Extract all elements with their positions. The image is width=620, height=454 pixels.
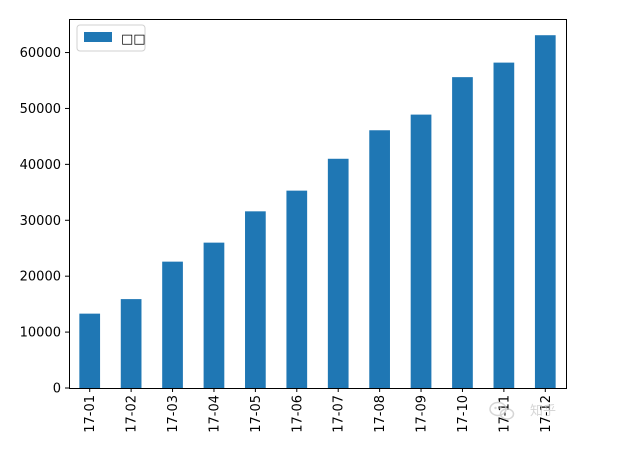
- axes-frame: [69, 19, 567, 389]
- wechat-icon: [489, 401, 515, 420]
- bar: [327, 158, 349, 388]
- x-tick-label: 17-02: [125, 395, 140, 433]
- x-tick-label: 17-05: [249, 395, 264, 433]
- x-tick-label: 17-01: [83, 395, 98, 433]
- y-tick-label: 60000: [20, 46, 61, 61]
- bar: [452, 77, 473, 389]
- bar: [245, 211, 266, 388]
- x-tick-label: 17-09: [415, 395, 430, 433]
- bar: [493, 62, 515, 388]
- bar: [534, 35, 556, 389]
- legend: □□: [76, 24, 146, 52]
- x-tick-label: 17-07: [332, 395, 347, 433]
- x-tick-label: 17-04: [207, 395, 222, 433]
- x-tick-label: 17-03: [166, 395, 181, 433]
- bar: [203, 242, 225, 388]
- y-tick-label: 40000: [20, 158, 61, 173]
- bar: [369, 130, 390, 388]
- x-tick-label: 17-06: [290, 395, 305, 433]
- bar: [120, 299, 142, 388]
- bar: [410, 114, 432, 388]
- x-tick-label: 17-12: [539, 395, 554, 433]
- bar: [162, 261, 183, 388]
- legend-swatch: [84, 32, 112, 42]
- y-tick-label: 20000: [20, 270, 61, 285]
- x-tick-label: 17-08: [373, 395, 388, 433]
- bars-layer: [79, 35, 556, 389]
- x-tick-label: 17-10: [456, 395, 471, 433]
- y-tick-label: 30000: [20, 214, 61, 229]
- watermark-text: 知乎: [530, 403, 556, 419]
- y-axis: 0 10000 20000 30000 40000 50000 60000: [20, 46, 69, 397]
- bar: [79, 313, 101, 388]
- x-tick-label: 17-11: [497, 395, 512, 433]
- watermark: 知乎: [489, 401, 556, 420]
- y-tick-label: 50000: [20, 102, 61, 117]
- y-tick-label: 0: [53, 382, 61, 397]
- bar: [286, 190, 308, 388]
- y-tick-label: 10000: [20, 326, 61, 341]
- x-axis: 17-01 17-02 17-03 17-04 17-05 17-06 17-07 17-08…: [83, 388, 554, 433]
- legend-label: □□: [121, 32, 146, 47]
